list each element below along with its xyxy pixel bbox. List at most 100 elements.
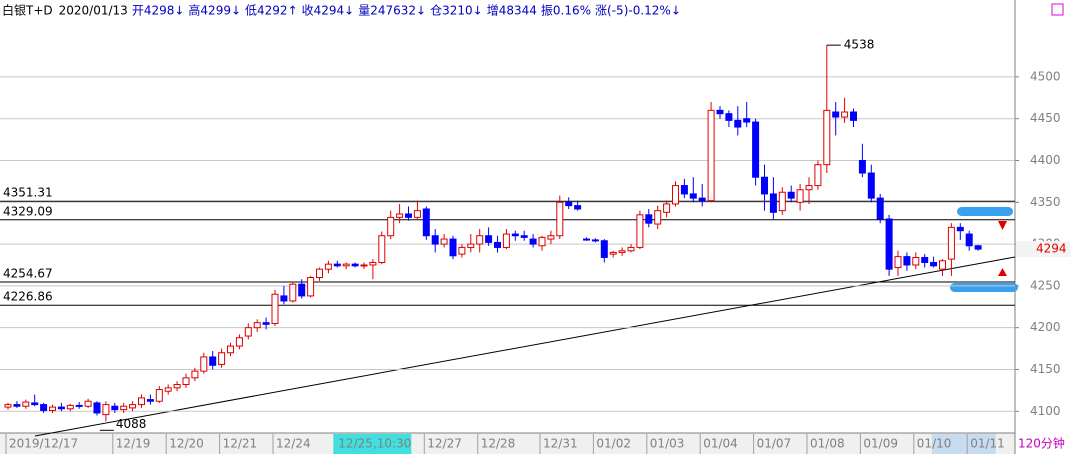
candle-body <box>725 113 733 121</box>
candle-body <box>413 210 421 218</box>
candle-body <box>333 263 341 267</box>
candle-body <box>921 256 929 263</box>
candle-body <box>645 214 653 224</box>
icon[interactable] <box>1051 3 1064 16</box>
x-tick-label: 01/08 <box>810 437 845 451</box>
price-box <box>1016 241 1070 258</box>
candle-body <box>360 264 368 267</box>
candle-body <box>743 118 751 123</box>
candle-body <box>876 197 884 220</box>
header-item: 增48344 <box>487 4 537 18</box>
candle-body <box>930 261 938 267</box>
candle-body <box>120 405 128 411</box>
candle-body <box>939 260 946 270</box>
candle-body <box>912 256 920 266</box>
x-tick-label: 12/19 <box>116 437 151 451</box>
y-tick-label: 4250 <box>1030 278 1061 292</box>
candle-body <box>31 402 39 406</box>
candle-body <box>663 203 671 213</box>
candle-body <box>271 293 279 324</box>
marker-bar <box>950 283 1018 292</box>
header-item: 高4299↓ <box>188 3 241 18</box>
candle-body <box>289 283 297 302</box>
candle-body <box>565 201 573 207</box>
candle-body <box>485 235 493 243</box>
high-annotation: 4538 <box>844 38 875 52</box>
candle-body <box>858 159 866 174</box>
candle-body <box>253 322 261 329</box>
candle-body <box>814 164 822 187</box>
header-item: 涨(-5)-0.12%↓ <box>595 3 681 18</box>
candle-body <box>502 233 510 248</box>
candle-body <box>387 216 395 237</box>
candle-body <box>609 251 617 255</box>
candle-body <box>66 404 74 410</box>
header-item: 收4294↓ <box>302 4 355 18</box>
candle-body <box>494 241 501 248</box>
x-tick-label: 01/03 <box>650 437 685 451</box>
header-item: 振0.16% <box>541 4 591 18</box>
candle-body <box>378 235 386 263</box>
candle-body <box>369 261 377 266</box>
low-annotation: 4088 <box>116 417 147 431</box>
candle-body <box>529 238 537 245</box>
candle-body <box>57 406 65 410</box>
y-tick-label: 4500 <box>1030 69 1061 83</box>
candle-body <box>84 400 92 407</box>
candle-body <box>182 377 190 386</box>
y-tick-label: 4200 <box>1030 320 1061 334</box>
candle-body <box>13 404 21 407</box>
candle-body <box>600 240 608 258</box>
level-label: 4226.86 <box>3 290 53 304</box>
x-tick-label: 12/28 <box>481 437 516 451</box>
candle-body <box>458 246 466 255</box>
candle-body <box>449 238 457 257</box>
candle-body <box>209 356 217 366</box>
y-tick-label: 4350 <box>1030 195 1061 209</box>
candle-body <box>235 337 243 347</box>
candle-body <box>832 111 840 118</box>
candle-body <box>22 401 30 407</box>
x-tick-label: 01/02 <box>596 437 631 451</box>
candle-body <box>591 239 599 242</box>
candle-body <box>796 189 804 203</box>
candle-body <box>805 185 813 191</box>
candle-body <box>618 250 626 253</box>
candle-body <box>351 263 359 267</box>
candle-body <box>547 235 555 240</box>
candle-body <box>200 356 208 372</box>
candle-body <box>520 235 528 238</box>
x-tick-label: 12/21 <box>223 437 258 451</box>
candle-body <box>40 404 48 411</box>
marker-bar <box>957 207 1013 216</box>
candle-body <box>307 277 315 297</box>
candle-body <box>636 214 644 248</box>
level-label: 4329.09 <box>3 204 53 218</box>
candle-body <box>422 208 430 237</box>
candle-body <box>511 233 519 237</box>
candle-body <box>698 197 706 202</box>
candle-body <box>956 226 964 232</box>
y-tick-label: 4450 <box>1030 111 1061 125</box>
candle-body <box>75 404 83 407</box>
candle-body <box>102 404 110 416</box>
arrow-down <box>998 221 1007 230</box>
candle-body <box>49 406 56 411</box>
candle-body <box>903 256 911 266</box>
header-item: 仓3210↓ <box>430 4 483 18</box>
candle-body <box>440 238 448 245</box>
y-tick-label: 4150 <box>1030 362 1061 376</box>
x-tick-label: 01/10 <box>917 437 952 451</box>
x-axis-band <box>0 433 1015 454</box>
trend-line <box>34 256 1016 437</box>
cursor-highlight <box>333 434 412 454</box>
candle-body <box>280 295 288 302</box>
candle-body <box>146 399 154 402</box>
candle-body <box>218 352 226 365</box>
candle-body <box>689 193 697 199</box>
level-label: 4351.31 <box>3 186 53 200</box>
candle-body <box>405 213 412 218</box>
period-label: 120分钟 <box>1018 436 1065 451</box>
